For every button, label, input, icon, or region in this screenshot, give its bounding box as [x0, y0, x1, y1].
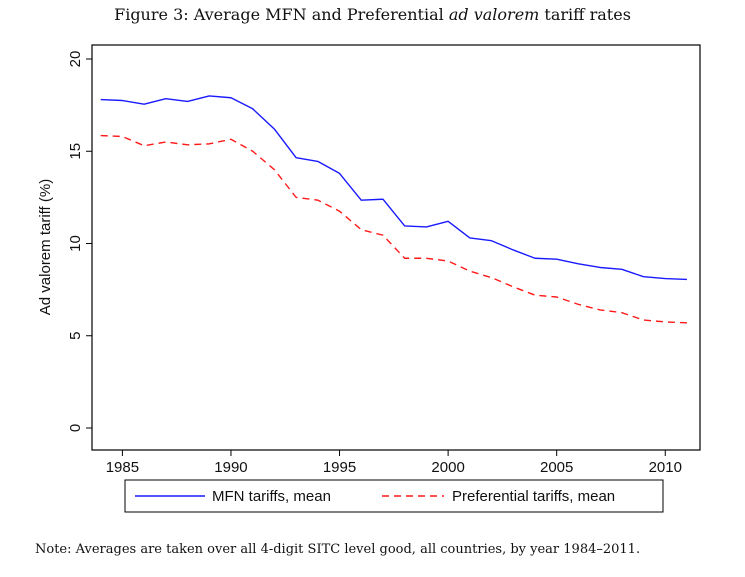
x-axis: 1985 1990 1995 2000 2005 2010 — [106, 450, 682, 476]
y-axis-title: Ad valorem tariff (%) — [37, 179, 54, 315]
series-line-preferential — [100, 134, 687, 324]
y-tick-label-15: 15 — [67, 143, 84, 160]
y-tick-label-0: 0 — [67, 424, 84, 432]
y-axis: 0 5 10 15 20 — [67, 51, 92, 432]
chart-title-italic: ad valorem — [448, 5, 540, 24]
x-tick-label-1995: 1995 — [323, 459, 356, 476]
legend-label-preferential: Preferential tariffs, mean — [452, 488, 615, 505]
y-tick-label-5: 5 — [67, 332, 84, 340]
series-line-mfn — [100, 95, 687, 281]
figure-note: Note: Averages are taken over all 4-digi… — [35, 542, 641, 557]
chart-title-prefix: Figure 3: Average MFN and Preferential — [114, 5, 449, 24]
x-tick-label-1990: 1990 — [214, 459, 247, 476]
legend-box — [124, 479, 664, 513]
y-tick-label-20: 20 — [67, 51, 84, 68]
x-tick-label-2005: 2005 — [540, 459, 573, 476]
x-tick-label-1985: 1985 — [106, 459, 139, 476]
legend: MFN tariffs, mean Preferential tariffs, m… — [124, 479, 664, 513]
series-layer — [100, 95, 687, 324]
x-tick-label-2000: 2000 — [431, 459, 464, 476]
plot-area-frame — [91, 44, 701, 451]
chart-title-suffix: tariff rates — [539, 5, 631, 24]
x-tick-label-2010: 2010 — [649, 459, 682, 476]
y-tick-label-10: 10 — [67, 235, 84, 252]
legend-label-mfn: MFN tariffs, mean — [212, 488, 331, 505]
chart-title: Figure 3: Average MFN and Preferential a… — [0, 5, 745, 24]
